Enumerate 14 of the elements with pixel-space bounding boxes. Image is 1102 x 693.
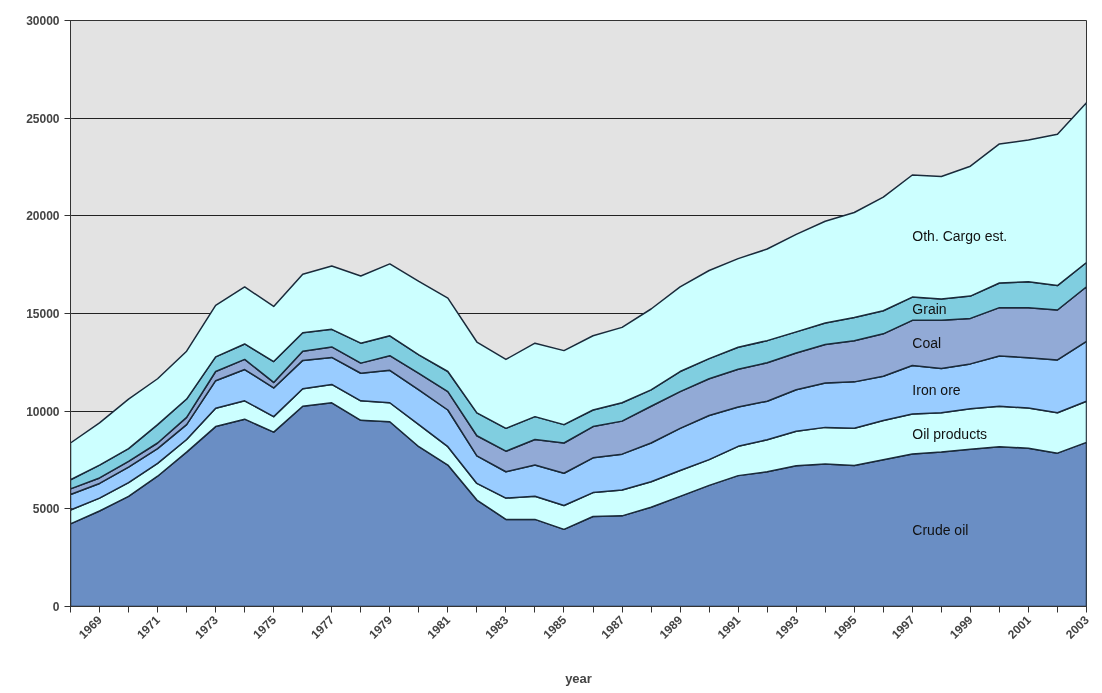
- series-label: Oth. Cargo est.: [912, 228, 1008, 245]
- y-tick-label: 20000: [26, 209, 60, 224]
- y-tick-label: 10000: [26, 404, 60, 419]
- series-label: Iron ore: [912, 381, 961, 398]
- series-label: Oil products: [912, 425, 988, 442]
- x-axis-title: year: [565, 670, 592, 686]
- y-tick-label: 5000: [32, 502, 60, 517]
- series-label: Coal: [912, 334, 942, 351]
- y-tick-label: 30000: [26, 14, 60, 28]
- series-label: Grain: [912, 300, 947, 317]
- y-tick-label: 15000: [26, 307, 60, 321]
- series-label: Crude oil: [912, 522, 969, 539]
- y-tick-label: 0: [52, 600, 60, 614]
- y-tick-label: 25000: [26, 111, 60, 126]
